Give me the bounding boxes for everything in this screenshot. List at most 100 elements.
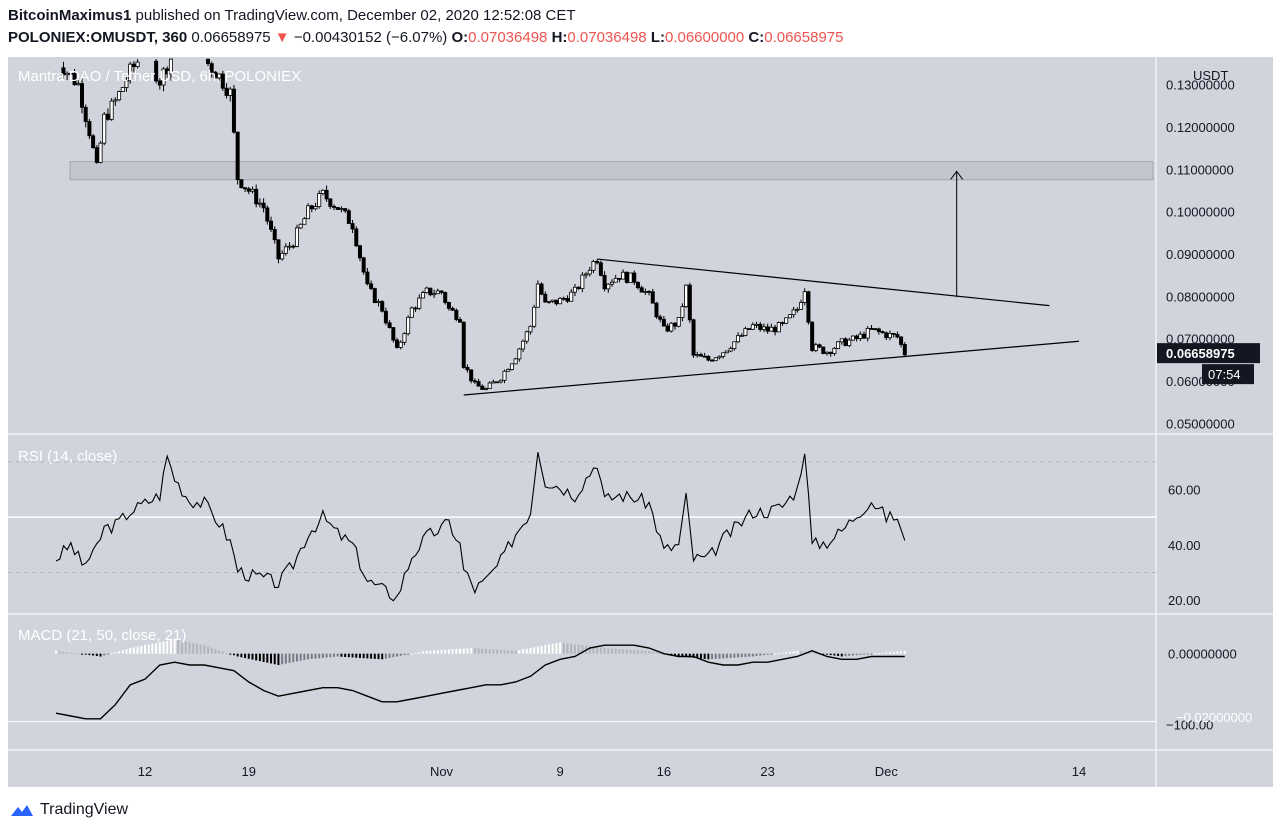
macd-histogram-bar: [162, 641, 165, 654]
macd-histogram-bar: [118, 651, 121, 654]
candle-down: [213, 71, 218, 79]
macd-histogram-bar: [262, 653, 265, 662]
candle-up: [320, 189, 325, 194]
macd-histogram-bar: [507, 650, 510, 654]
macd-histogram-bar: [429, 650, 432, 654]
candle-down: [413, 307, 418, 310]
macd-histogram-bar: [188, 642, 191, 654]
price-axis-unit: USDT: [1193, 68, 1228, 83]
macd-histogram-bar: [307, 653, 310, 660]
macd-histogram-bar: [273, 653, 276, 665]
macd-histogram-bar: [318, 653, 321, 659]
macd-histogram-bar: [651, 651, 654, 654]
macd-histogram-bar: [410, 653, 413, 655]
candle-up: [398, 341, 403, 348]
macd-histogram-bar: [314, 653, 317, 659]
candle-down: [387, 322, 392, 328]
candle-down: [265, 207, 270, 222]
rsi-title: RSI (14, close): [18, 448, 117, 465]
macd-histogram-bar: [855, 653, 858, 656]
candle-up: [102, 113, 107, 144]
macd-histogram-bar: [403, 653, 406, 656]
candle-up: [257, 202, 262, 205]
macd-histogram-bar: [692, 653, 695, 658]
macd-histogram-bar: [888, 652, 891, 654]
macd-histogram-bar: [207, 646, 210, 654]
candle-down: [269, 220, 274, 230]
macd-histogram-bar: [851, 653, 854, 656]
candle-up: [676, 317, 681, 327]
tradingview-brand[interactable]: TradingView: [10, 801, 128, 819]
macd-histogram-bar: [144, 645, 146, 654]
candle-down: [635, 281, 640, 289]
candle-up: [120, 87, 125, 92]
macd-histogram-bar: [655, 652, 658, 654]
macd-histogram-bar: [577, 644, 580, 654]
macd-histogram-bar: [225, 652, 228, 654]
candle-down: [476, 381, 481, 387]
candle-up: [406, 316, 411, 335]
candle-down: [231, 88, 236, 133]
candle-down: [372, 288, 377, 304]
macd-histogram-bar: [310, 653, 313, 659]
macd-histogram-bar: [674, 653, 677, 656]
macd-histogram-bar: [588, 646, 591, 654]
macd-histogram-bar: [777, 653, 780, 655]
candle-down: [246, 188, 251, 192]
candle-up: [643, 291, 648, 293]
author-name[interactable]: BitcoinMaximus1: [8, 7, 132, 24]
candle-down: [165, 68, 170, 75]
macd-histogram-bar: [195, 643, 198, 654]
macd-histogram-bar: [62, 651, 65, 654]
candle-up: [813, 344, 818, 351]
time-tick-label: 19: [242, 764, 256, 779]
rsi-line: [55, 452, 906, 602]
macd-histogram-bar: [147, 644, 150, 654]
macd-histogram-bar: [277, 653, 280, 665]
candle-down: [206, 58, 211, 64]
macd-histogram-bar: [670, 653, 673, 656]
price-tick-label: 0.07000000: [1166, 332, 1235, 347]
macd-histogram-bar: [551, 643, 554, 654]
macd-histogram-bar: [837, 653, 840, 657]
candle-down: [602, 274, 607, 290]
candle-down: [880, 331, 885, 334]
candle-down: [810, 321, 815, 351]
macd-histogram-bar: [370, 653, 373, 659]
candle-down: [758, 323, 763, 330]
price-tick-label: 0.12000000: [1166, 120, 1235, 135]
candle-up: [409, 307, 414, 318]
macd-histogram-bar: [544, 645, 547, 654]
macd-histogram-bar: [718, 653, 721, 659]
candle-down: [576, 286, 581, 289]
candle-up: [572, 286, 577, 293]
macd-histogram-bar: [58, 651, 61, 654]
macd-histogram-bar: [155, 643, 158, 654]
candle-down: [780, 322, 785, 324]
candle-up: [761, 326, 766, 330]
macd-histogram-bar: [848, 653, 851, 656]
macd-histogram-bar: [281, 653, 284, 665]
candle-up: [591, 261, 596, 271]
macd-histogram-bar: [414, 652, 417, 654]
candle-down: [357, 245, 362, 259]
macd-histogram-bar: [892, 651, 895, 654]
macd-histogram-bar: [811, 652, 814, 654]
macd-histogram-bar: [751, 653, 754, 657]
candle-down: [391, 327, 396, 341]
candle-down: [454, 309, 459, 320]
candle-down: [595, 261, 600, 264]
candle-up: [569, 291, 574, 302]
time-axis-background: [8, 750, 1156, 787]
candle-down: [91, 135, 96, 149]
candle-down: [239, 179, 244, 189]
pane-background-1: [8, 434, 1156, 614]
candle-down: [131, 63, 136, 68]
price-change: −0.00430152 (−6.07%): [293, 29, 448, 46]
macd-histogram-bar: [95, 653, 98, 657]
macd-histogram-bar: [444, 649, 447, 654]
macd-histogram-bar: [255, 653, 258, 661]
macd-histogram-bar: [292, 653, 295, 663]
candle-up: [684, 284, 689, 308]
